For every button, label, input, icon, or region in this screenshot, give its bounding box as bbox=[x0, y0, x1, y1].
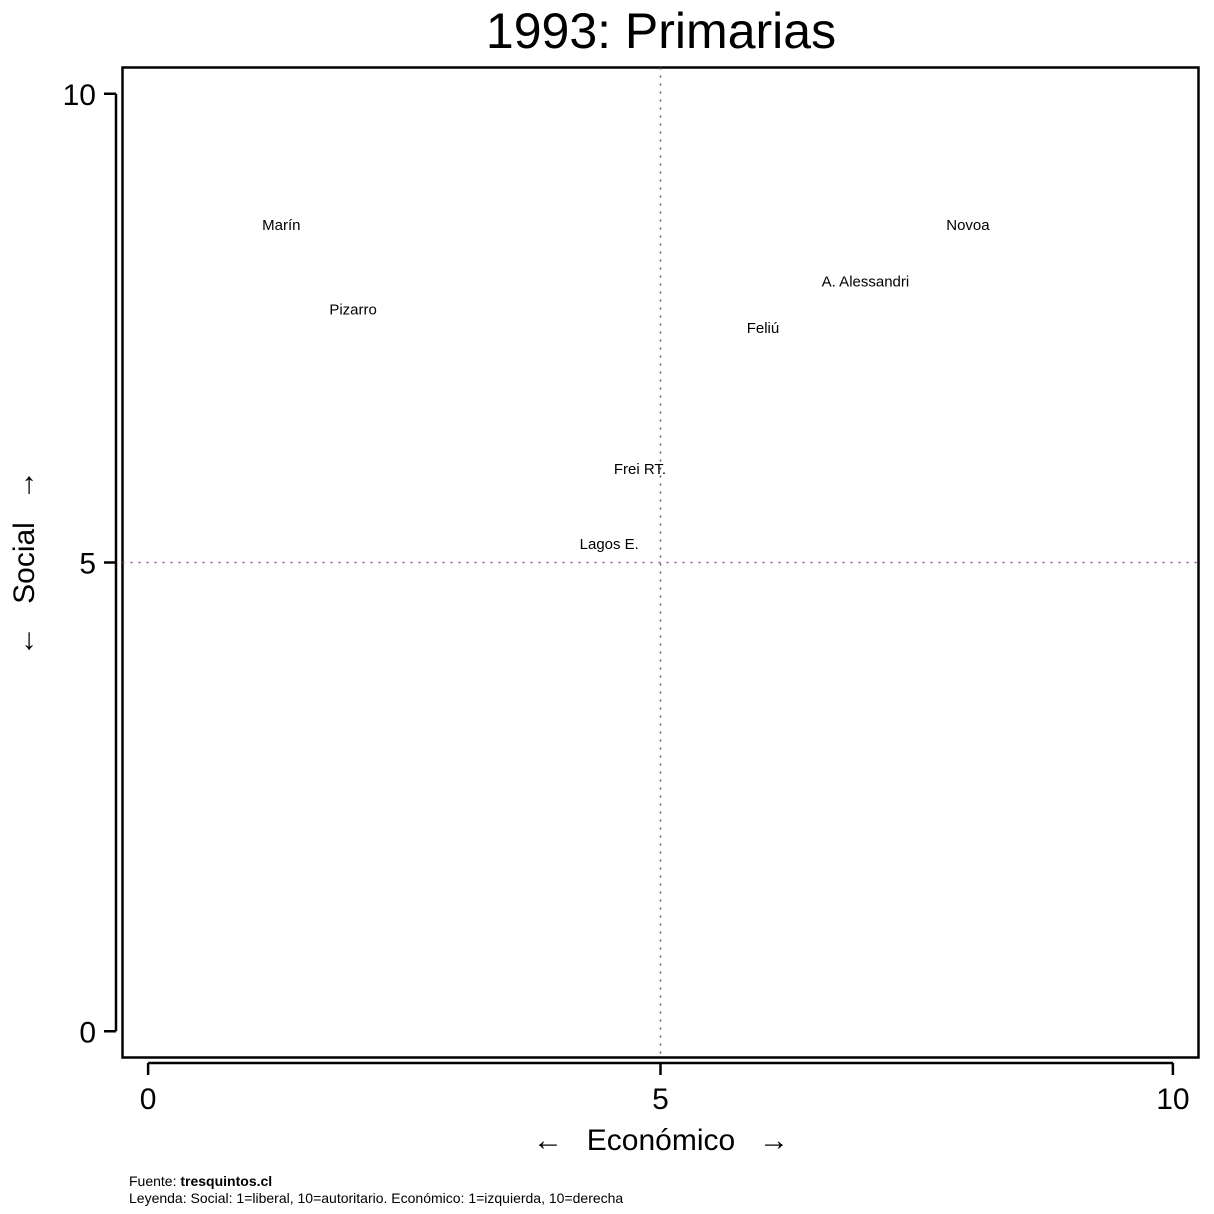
x-axis-right-arrow: → bbox=[759, 1124, 789, 1157]
point-label: Frei RT. bbox=[614, 461, 666, 478]
point-label: Novoa bbox=[946, 217, 990, 234]
x-tick-label: 0 bbox=[140, 1083, 157, 1116]
chart-title: 1993: Primarias bbox=[486, 3, 836, 59]
footer-source-prefix: Fuente: bbox=[129, 1173, 181, 1189]
footer-source-name: tresquintos.cl bbox=[180, 1173, 273, 1189]
y-axis-up-arrow: → bbox=[8, 470, 41, 500]
y-tick-label: 0 bbox=[79, 1016, 96, 1049]
y-axis: 0 5 10 bbox=[63, 79, 118, 1049]
footer-legend: Leyenda: Social: 1=liberal, 10=autoritar… bbox=[129, 1190, 624, 1206]
y-axis-down-arrow: ← bbox=[8, 626, 41, 656]
x-axis-title: Económico bbox=[587, 1124, 735, 1157]
point-label: A. Alessandri bbox=[822, 273, 910, 290]
point-label: Pizarro bbox=[329, 301, 377, 318]
x-tick-label: 10 bbox=[1156, 1083, 1189, 1116]
y-tick-label: 5 bbox=[79, 548, 96, 581]
point-labels: Marín Pizarro Novoa A. Alessandri Feliú Frei … bbox=[262, 217, 990, 553]
x-tick-label: 5 bbox=[652, 1083, 669, 1116]
point-label: Feliú bbox=[747, 320, 780, 337]
y-axis-title: Social bbox=[8, 522, 41, 604]
footer-source: Fuente: tresquintos.cl bbox=[129, 1173, 272, 1190]
point-label: Marín bbox=[262, 217, 300, 234]
y-axis-label: ← Social → bbox=[8, 470, 41, 656]
x-axis-left-arrow: ← bbox=[533, 1124, 563, 1157]
point-label: Lagos E. bbox=[580, 536, 639, 553]
x-axis-label: ← Económico → bbox=[533, 1124, 789, 1157]
x-axis: 0 5 10 bbox=[140, 1061, 1190, 1116]
y-tick-label: 10 bbox=[63, 79, 96, 112]
